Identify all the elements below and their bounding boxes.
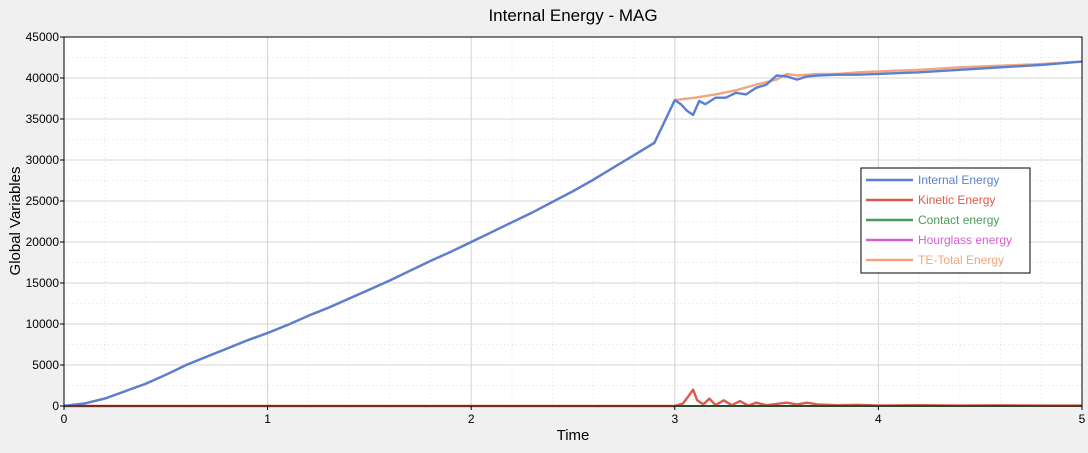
legend-item-internal-energy[interactable]: Internal Energy <box>866 173 999 187</box>
x-tick-label: 0 <box>61 412 68 426</box>
x-tick-label: 5 <box>1079 412 1086 426</box>
y-tick-label: 30000 <box>26 153 60 167</box>
y-tick-label: 35000 <box>26 112 60 126</box>
x-tick-label: 1 <box>264 412 271 426</box>
legend-label: Hourglass energy <box>918 233 1012 247</box>
legend-item-kinetic-energy[interactable]: Kinetic Energy <box>866 193 995 207</box>
y-tick-label: 0 <box>52 399 59 413</box>
chart-title: Internal Energy - MAG <box>488 6 657 25</box>
legend-label: Kinetic Energy <box>918 193 995 207</box>
x-tick-label: 2 <box>468 412 475 426</box>
y-tick-label: 20000 <box>26 235 60 249</box>
legend-item-te-total-energy[interactable]: TE-Total Energy <box>866 253 1004 267</box>
legend-label: TE-Total Energy <box>918 253 1004 267</box>
legend[interactable]: Internal Energy Kinetic Energy Contact ene… <box>860 167 1031 274</box>
legend-label: Internal Energy <box>918 173 999 187</box>
legend-item-hourglass-energy[interactable]: Hourglass energy <box>866 233 1012 247</box>
y-tick-label: 25000 <box>26 194 60 208</box>
x-tick-label: 4 <box>875 412 882 426</box>
y-tick-label: 45000 <box>26 30 60 44</box>
series-line-kinetic-energy <box>64 388 1082 408</box>
axis-ticks: 0 5000 10000 15000 20000 25000 30000 35000 40000… <box>26 30 1086 426</box>
x-axis-label: Time <box>557 427 590 444</box>
x-tick-label: 3 <box>671 412 678 426</box>
plot-frame <box>63 36 1083 407</box>
y-tick-label: 5000 <box>32 358 59 372</box>
legend-label: Contact energy <box>918 213 999 227</box>
y-tick-label: 15000 <box>26 276 60 290</box>
y-axis-label: Global Variables <box>7 167 24 276</box>
y-tick-label: 10000 <box>26 317 60 331</box>
legend-item-contact-energy[interactable]: Contact energy <box>866 213 999 227</box>
series-line-internal-energy <box>63 60 1083 408</box>
y-tick-label: 40000 <box>26 71 60 85</box>
